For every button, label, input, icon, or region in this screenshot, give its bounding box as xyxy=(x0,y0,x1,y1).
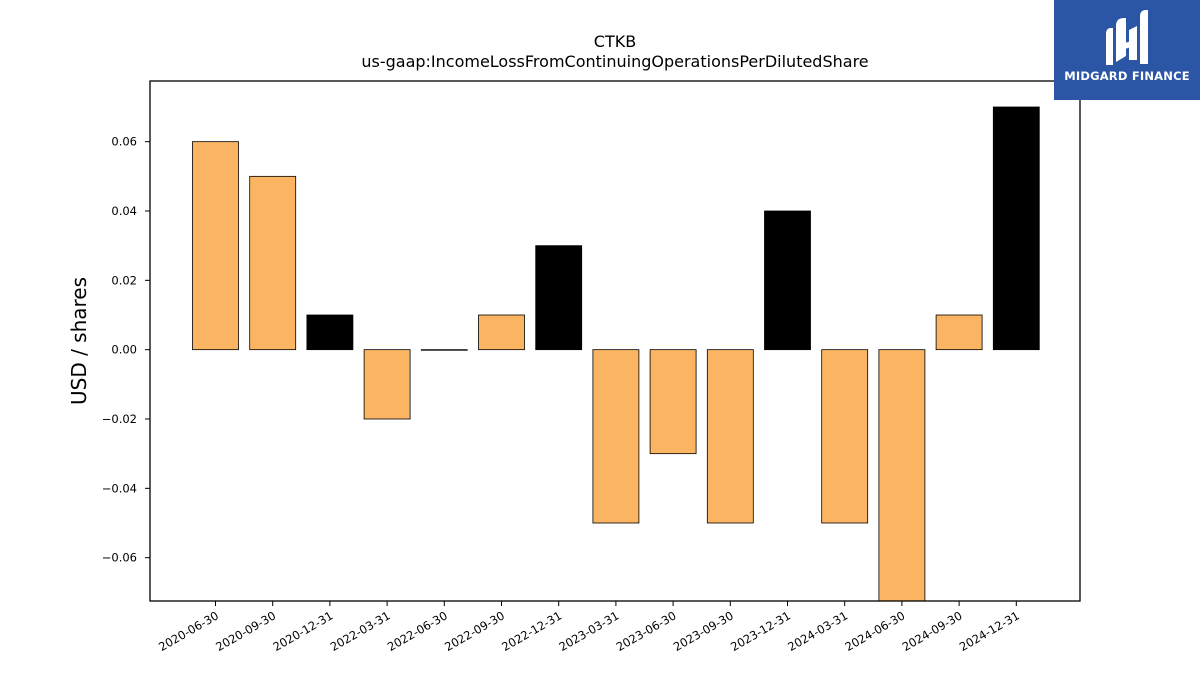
x-tick-label: 2024-12-31 xyxy=(957,608,1022,654)
bar-2020-09-30 xyxy=(249,175,297,351)
bar-2024-09-30 xyxy=(935,314,983,351)
logo-text: MIDGARD FINANCE xyxy=(1064,69,1190,83)
bar-2023-12-31 xyxy=(764,210,811,351)
bar-2023-09-30 xyxy=(706,349,754,524)
x-tick-label: 2023-09-30 xyxy=(671,608,736,654)
x-tick-label: 2020-09-30 xyxy=(213,608,278,654)
bar-2023-06-30 xyxy=(649,349,697,455)
x-tick-label: 2024-06-30 xyxy=(843,608,908,654)
bar-2020-06-30 xyxy=(192,141,239,351)
y-tick-label: 0.04 xyxy=(111,204,137,218)
bar-2020-12-31 xyxy=(306,314,354,351)
x-tick-label: 2024-03-31 xyxy=(785,608,850,654)
bar-2022-03-31 xyxy=(363,349,411,420)
y-tick-label: −0.04 xyxy=(102,481,137,495)
x-tick-label: 2023-06-30 xyxy=(614,608,679,654)
x-tick-label: 2022-06-30 xyxy=(385,608,450,654)
y-axis: −0.06 −0.04 −0.02 0.00 0.02 0.04 0.06 xyxy=(102,135,150,565)
x-tick-label: 2020-06-30 xyxy=(156,608,221,654)
bar-2023-03-31 xyxy=(592,349,640,524)
bar-2024-12-31 xyxy=(992,106,1040,351)
x-tick-label: 2020-12-31 xyxy=(271,608,336,654)
x-axis: 2020-06-302020-09-302020-12-312022-03-31… xyxy=(156,601,1022,654)
plot-frame xyxy=(149,80,1081,602)
chart-subtitle: us-gaap:IncomeLossFromContinuingOperatio… xyxy=(361,52,869,71)
y-axis-label: USD / shares xyxy=(67,277,91,405)
bars-group xyxy=(192,106,1040,601)
x-tick-label: 2023-03-31 xyxy=(557,608,622,654)
x-tick-label: 2022-12-31 xyxy=(499,608,564,654)
y-tick-label: 0.06 xyxy=(111,135,137,149)
x-tick-label: 2022-03-31 xyxy=(328,608,393,654)
bar-2024-03-31 xyxy=(821,349,869,524)
x-tick-label: 2023-12-31 xyxy=(728,608,793,654)
y-tick-label: 0.02 xyxy=(111,273,137,287)
bar-2022-12-31 xyxy=(535,245,583,351)
chart-title: CTKB xyxy=(593,32,637,51)
x-tick-label: 2022-09-30 xyxy=(442,608,507,654)
y-tick-label: 0.00 xyxy=(111,343,137,357)
midgard-finance-logo: MIDGARD FINANCE xyxy=(1054,0,1200,100)
y-tick-label: −0.06 xyxy=(102,551,137,565)
x-tick-label: 2024-09-30 xyxy=(900,608,965,654)
bar-2024-06-30 xyxy=(878,349,926,601)
logo-mark-icon xyxy=(1106,10,1148,65)
y-tick-label: −0.02 xyxy=(102,412,137,426)
bar-2022-06-30 xyxy=(420,349,468,351)
bar-2022-09-30 xyxy=(478,314,525,351)
